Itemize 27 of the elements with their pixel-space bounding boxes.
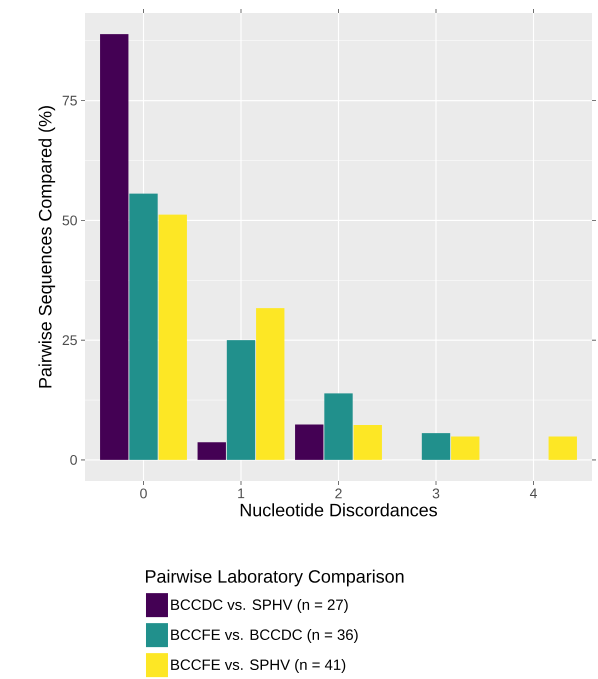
x-axis-title: Nucleotide Discordances (240, 503, 437, 516)
bar (226, 340, 256, 460)
bar (158, 214, 187, 460)
bar (100, 34, 128, 460)
bar (198, 442, 226, 460)
x-tick-label: 3 (432, 488, 440, 498)
bar (129, 194, 158, 460)
bar (548, 436, 577, 460)
legend-label: BCCFE vs. SPHV (n = 41) (171, 659, 346, 673)
y-tick-label: 50 (62, 215, 77, 226)
bar (324, 393, 353, 460)
bar (422, 433, 450, 460)
bar (295, 424, 324, 460)
x-tick-label: 4 (530, 488, 537, 498)
legend-label: BCCDC vs. SPHV (n = 27) (171, 599, 348, 613)
y-tick-label: 25 (62, 335, 77, 346)
x-tick-label: 0 (140, 488, 147, 498)
y-tick-label: 0 (70, 454, 77, 465)
x-tick-label: 1 (238, 488, 244, 498)
y-axis-title: Pairwise Sequences Compared (%) (38, 106, 56, 388)
bar (256, 308, 284, 460)
bar (451, 436, 480, 460)
y-tick-label: 75 (62, 96, 77, 106)
bar (354, 424, 382, 460)
legend-title: Pairwise Laboratory Comparison (146, 570, 404, 586)
x-tick-label: 2 (335, 488, 342, 498)
legend-label: BCCFE vs. BCCDC (n = 36) (171, 629, 358, 643)
